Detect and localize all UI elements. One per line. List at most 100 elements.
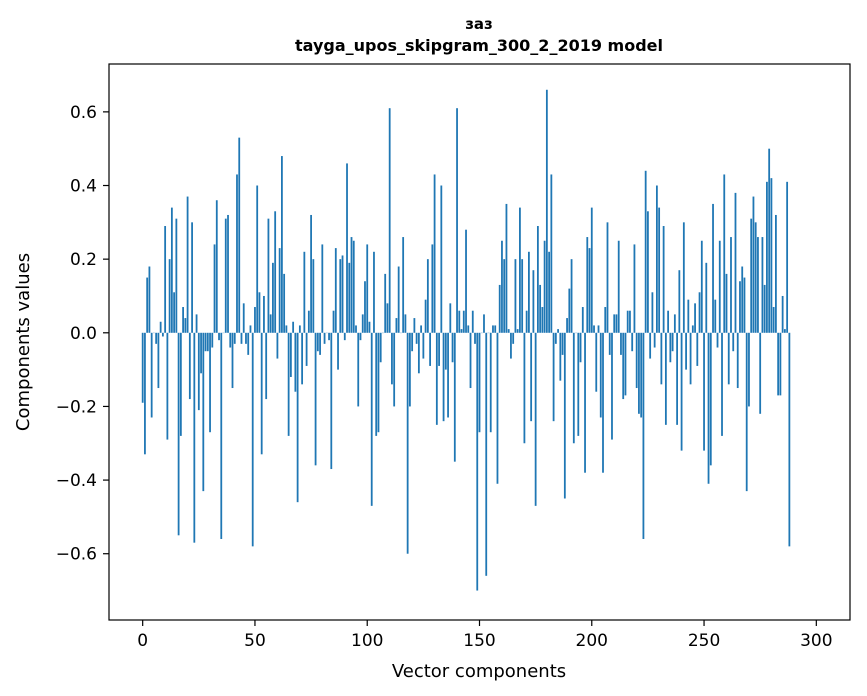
y-tick-label: 0.2 (70, 250, 97, 270)
bar-248 (698, 292, 701, 333)
bar-211 (615, 314, 618, 333)
bar-253 (709, 332, 712, 466)
bar-71 (301, 332, 304, 385)
bar-276 (761, 237, 764, 333)
y-axis-label: Components values (13, 253, 34, 431)
y-tick-label: 0.0 (70, 324, 97, 344)
bar-190 (568, 288, 571, 333)
bar-90 (343, 332, 346, 341)
bar-264 (734, 192, 737, 333)
bar-46 (245, 332, 247, 344)
bar-2 (146, 277, 149, 333)
bar-192 (572, 332, 575, 444)
bar-92 (348, 262, 351, 333)
bar-229 (655, 185, 658, 333)
bar-233 (664, 332, 667, 425)
bar-147 (471, 310, 474, 333)
bar-225 (647, 211, 649, 333)
y-tick-label: −0.6 (56, 545, 97, 565)
bar-262 (730, 237, 732, 333)
bar-269 (745, 332, 748, 492)
bar-29 (206, 332, 209, 352)
bar-279 (768, 148, 771, 333)
bar-47 (247, 332, 250, 355)
bar-75 (310, 214, 312, 333)
bar-250 (703, 332, 705, 451)
bar-243 (687, 299, 690, 333)
bar-282 (775, 214, 777, 333)
bar-110 (388, 108, 391, 333)
y-ticks: −0.6 −0.4 −0.2 0.0 0.2 0.4 0.6 (56, 103, 109, 565)
bar-121 (413, 318, 416, 333)
bar-123 (417, 332, 420, 374)
bar-6 (155, 332, 158, 344)
x-tick-label: 200 (576, 631, 608, 651)
bar-249 (700, 240, 703, 333)
bar-263 (732, 332, 735, 352)
bar-61 (278, 248, 281, 333)
bar-206 (604, 307, 607, 333)
bar-24 (195, 314, 198, 333)
bar-20 (186, 196, 189, 333)
bar-99 (364, 281, 366, 333)
bar-272 (752, 196, 755, 333)
bar-67 (292, 321, 295, 333)
bar-53 (260, 332, 263, 455)
bar-162 (505, 203, 508, 333)
bar-265 (736, 332, 739, 389)
bar-9 (161, 332, 164, 337)
bar-209 (611, 332, 613, 440)
bar-191 (570, 259, 573, 333)
bar-13 (170, 207, 173, 333)
bar-50 (254, 307, 256, 333)
bar-171 (525, 310, 528, 333)
bar-31 (211, 332, 214, 348)
bar-7 (157, 332, 160, 389)
bar-23 (193, 332, 196, 543)
bar-102 (370, 332, 373, 506)
bar-258 (721, 332, 723, 436)
bar-32 (213, 244, 216, 333)
bar-49 (251, 332, 254, 547)
bar-236 (671, 332, 674, 352)
bar-257 (718, 240, 721, 333)
bar-157 (494, 325, 497, 333)
bar-39 (229, 332, 232, 348)
bar-166 (514, 259, 517, 333)
bar-208 (608, 332, 611, 355)
bar-108 (384, 273, 387, 333)
bar-218 (631, 332, 634, 352)
bars-group (141, 89, 791, 591)
bar-150 (478, 332, 481, 433)
bar-74 (307, 310, 310, 333)
bar-245 (691, 325, 694, 333)
bar-89 (341, 255, 344, 333)
y-tick-label: 0.4 (70, 177, 97, 197)
bar-219 (633, 244, 636, 333)
bar-266 (739, 281, 741, 333)
bar-30 (209, 332, 211, 433)
bar-66 (289, 332, 292, 377)
bar-48 (249, 325, 252, 333)
bar-37 (224, 218, 227, 333)
bar-22 (191, 222, 193, 333)
bar-91 (346, 163, 348, 333)
bar-146 (469, 332, 472, 389)
bar-122 (415, 332, 418, 344)
bar-84 (330, 332, 333, 470)
bar-68 (294, 332, 297, 392)
bar-179 (543, 240, 546, 333)
bar-214 (622, 332, 625, 400)
bar-242 (685, 332, 687, 370)
bar-77 (314, 332, 317, 466)
bar-3 (148, 266, 151, 333)
bar-261 (727, 332, 730, 385)
bar-80 (321, 244, 324, 333)
bar-118 (406, 332, 409, 554)
bar-212 (617, 240, 620, 333)
bar-239 (678, 270, 681, 333)
bar-275 (759, 332, 762, 414)
bar-224 (644, 170, 647, 333)
bar-200 (590, 207, 593, 333)
bar-175 (534, 332, 537, 506)
